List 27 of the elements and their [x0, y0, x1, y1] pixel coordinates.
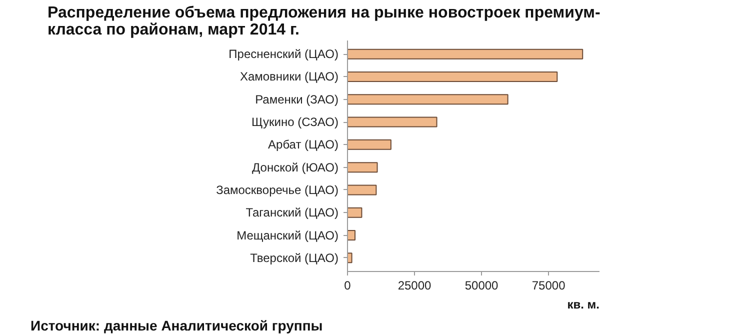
y-tick-label: Раменки (ЗАО) [255, 92, 339, 106]
bar [348, 184, 377, 196]
y-tick-label: Щукино (СЗАО) [252, 115, 339, 130]
y-tick-label: Мещанский (ЦАО) [236, 228, 339, 242]
x-tick-label: 25000 [398, 278, 432, 292]
bar [348, 230, 356, 241]
y-tick-label: Тверской (ЦАО) [250, 250, 339, 265]
bar [348, 252, 352, 264]
y-tick-label: Пресненский (ЦАО) [228, 47, 339, 62]
y-tick-label: Замоскворечье (ЦАО) [216, 182, 339, 197]
y-tick-label: Хамовники (ЦАО) [240, 70, 339, 84]
x-axis-title: кв. м. [567, 298, 600, 312]
bar [348, 139, 392, 150]
x-tick-label: 0 [344, 278, 352, 292]
bar [348, 71, 558, 82]
bar [348, 116, 438, 128]
bar [348, 48, 584, 60]
bar [348, 94, 508, 105]
y-tick-label: Арбат (ЦАО) [268, 138, 339, 152]
x-tick-label: 75000 [532, 278, 566, 292]
y-tick-label: Донской (ЮАО) [252, 160, 339, 174]
bar [348, 162, 378, 173]
y-tick-label: Таганский (ЦАО) [246, 206, 339, 220]
text: Источник: данные Аналитической группы [30, 318, 323, 334]
x-tick-label: 50000 [464, 278, 499, 292]
bar [348, 207, 362, 218]
chart-title: Распределение объема предложения на рынке новостроек премиум-класса по районам, март 2014 г. [48, 4, 600, 38]
